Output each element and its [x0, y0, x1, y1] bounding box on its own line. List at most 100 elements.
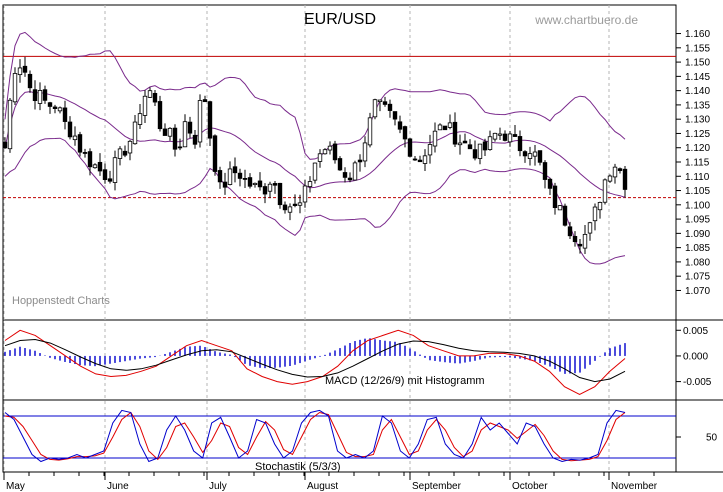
candle-body — [87, 151, 93, 168]
candle-body — [167, 127, 173, 137]
candle-body — [147, 90, 153, 98]
candle-body — [402, 126, 408, 140]
candle-body — [607, 175, 613, 182]
candle-body — [602, 179, 608, 203]
candle-body — [227, 168, 233, 185]
price-tick-label: 1.160 — [685, 29, 710, 40]
candle-body — [127, 140, 133, 154]
price-tick-label: 1.115 — [685, 158, 710, 169]
candle-body — [272, 183, 278, 186]
candle-body — [502, 133, 508, 141]
price-panel — [2, 31, 676, 265]
price-tick-label: 1.110 — [685, 172, 710, 183]
candle-body — [212, 135, 218, 172]
candle-body — [357, 159, 363, 163]
price-tick-label: 1.080 — [685, 257, 710, 268]
candle-body — [257, 180, 263, 188]
candle-body — [567, 226, 573, 237]
candle-body — [7, 99, 13, 150]
bollinger-lower — [4, 137, 626, 265]
candle-body — [412, 158, 418, 161]
price-tick-label: 1.145 — [685, 72, 710, 83]
price-tick-label: 1.070 — [685, 286, 710, 297]
candle-body — [562, 205, 568, 226]
candle-body — [522, 151, 528, 157]
stoch-panel — [3, 409, 676, 463]
candle-body — [477, 143, 483, 159]
candle-body — [542, 162, 548, 180]
candle-body — [22, 65, 28, 73]
candle-body — [462, 140, 468, 144]
price-tick-label: 1.135 — [685, 100, 710, 111]
candle-body — [457, 142, 463, 146]
candle-body — [472, 149, 478, 159]
candle-body — [442, 125, 448, 131]
price-tick-label: 1.095 — [685, 215, 710, 226]
candle-body — [242, 178, 248, 180]
candle-body — [537, 150, 543, 163]
price-tick-label: 1.155 — [685, 43, 710, 54]
candle-body — [122, 150, 128, 156]
candle-body — [287, 206, 293, 213]
stoch-d-line — [4, 411, 626, 462]
candle-body — [42, 89, 48, 101]
candle-body — [32, 89, 38, 102]
candle-body — [347, 177, 353, 181]
month-label: September — [412, 481, 462, 492]
candle-body — [82, 152, 88, 154]
candle-body — [487, 136, 493, 150]
candle-body — [187, 121, 193, 134]
candle-body — [132, 121, 138, 145]
candle-body — [217, 170, 223, 183]
candle-body — [282, 204, 288, 211]
candle-body — [162, 128, 168, 136]
macd-tick-label: 0.005 — [683, 326, 708, 337]
stoch-tick-label: 50 — [706, 433, 718, 444]
candle-body — [622, 168, 628, 190]
candle-body — [532, 151, 538, 157]
candle-body — [72, 135, 78, 141]
candle-body — [297, 202, 303, 206]
price-tick-label: 1.085 — [685, 243, 710, 254]
chart-title: EUR/USD — [304, 11, 376, 28]
candle-body — [377, 99, 383, 102]
candle-body — [482, 141, 488, 151]
price-tick-label: 1.105 — [685, 186, 710, 197]
candle-body — [182, 121, 188, 148]
candle-body — [577, 243, 583, 247]
candle-body — [427, 144, 433, 156]
candle-body — [332, 143, 338, 161]
bollinger-upper — [4, 31, 626, 160]
candle-body — [397, 121, 403, 130]
price-tick-label: 1.125 — [685, 129, 710, 140]
candle-body — [222, 181, 228, 188]
candle-body — [247, 177, 253, 187]
price-tick-label: 1.140 — [685, 86, 710, 97]
candle-body — [12, 73, 18, 103]
candle-body — [277, 182, 283, 206]
axis-layer: May June July August September October Novembe… — [3, 29, 718, 492]
candle-body — [27, 73, 33, 89]
candle-body — [237, 172, 243, 179]
macd-label: MACD (12/26/9) mit Histogramm — [325, 375, 485, 387]
candle-body — [2, 141, 8, 149]
candle-body — [437, 124, 443, 131]
candle-body — [92, 164, 98, 169]
price-tick-label: 1.100 — [685, 200, 710, 211]
macd-tick-label: 0.000 — [683, 351, 708, 362]
candle-body — [587, 222, 593, 234]
candle-body — [192, 134, 198, 145]
month-label: June — [107, 481, 129, 492]
price-tick-label: 1.120 — [685, 143, 710, 154]
macd-signal-line — [4, 338, 626, 383]
candle-body — [387, 103, 393, 111]
candle-body — [467, 144, 473, 150]
candle-body — [142, 95, 148, 116]
candle-body — [52, 106, 58, 110]
candle-body — [557, 205, 563, 211]
candle-body — [177, 146, 183, 149]
candle-body — [367, 117, 373, 146]
candle-body — [527, 153, 533, 159]
grid-layer — [2, 4, 723, 473]
